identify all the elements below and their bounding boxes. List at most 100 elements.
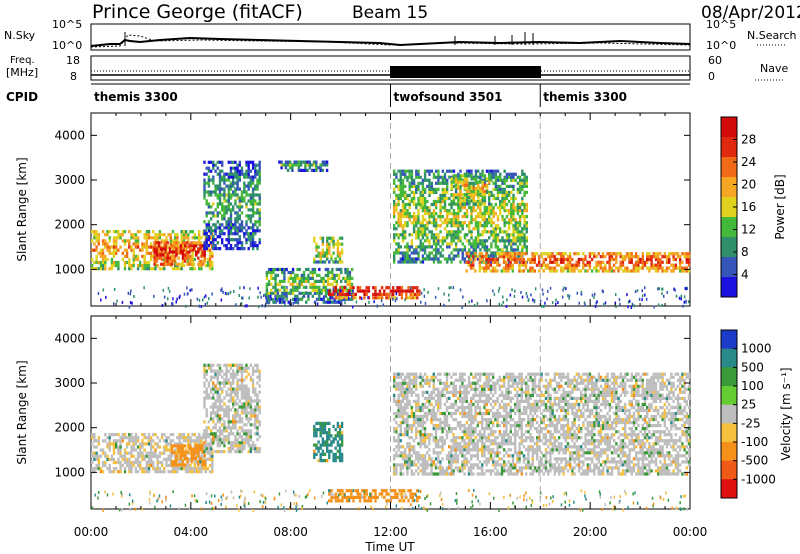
data-cell xyxy=(130,289,132,293)
data-cell xyxy=(410,172,414,176)
data-cell xyxy=(280,163,283,167)
data-cell xyxy=(247,163,250,167)
data-cell xyxy=(191,236,194,240)
data-cell xyxy=(577,269,581,273)
data-cell xyxy=(245,417,248,421)
data-cell xyxy=(315,428,318,432)
data-cell xyxy=(167,297,169,301)
data-cell xyxy=(272,285,275,289)
data-cell xyxy=(663,269,666,273)
data-cell xyxy=(412,193,416,197)
data-cell xyxy=(203,429,206,433)
data-cell xyxy=(145,239,148,243)
data-cell xyxy=(443,206,447,210)
data-cell xyxy=(441,190,444,194)
data-cell xyxy=(685,257,688,262)
data-cell xyxy=(218,387,222,391)
data-cell xyxy=(417,172,420,176)
data-cell xyxy=(412,184,416,188)
data-cell xyxy=(452,178,456,182)
data-cell xyxy=(326,446,329,450)
data-cell xyxy=(376,304,379,308)
data-cell xyxy=(227,441,230,445)
data-cell xyxy=(207,160,211,164)
data-cell xyxy=(181,460,185,464)
data-cell xyxy=(530,293,532,297)
data-cell xyxy=(479,189,482,193)
data-cell xyxy=(223,190,226,194)
data-cell xyxy=(143,454,146,458)
data-cell xyxy=(518,178,522,182)
data-cell xyxy=(171,230,175,234)
data-cell xyxy=(463,183,467,187)
data-cell xyxy=(468,227,471,231)
data-cell xyxy=(401,209,405,213)
data-cell xyxy=(209,178,213,182)
data-cell xyxy=(404,215,407,219)
data-cell xyxy=(311,267,314,272)
data-cell xyxy=(218,211,222,215)
data-cell xyxy=(448,257,451,261)
data-cell xyxy=(577,263,581,267)
data-cell xyxy=(468,202,471,206)
data-cell xyxy=(479,202,482,206)
data-cell xyxy=(156,442,159,446)
data-cell xyxy=(346,279,349,283)
data-cell xyxy=(243,387,246,391)
data-cell xyxy=(150,448,153,452)
data-cell xyxy=(523,190,526,194)
data-cell xyxy=(575,260,578,264)
data-cell xyxy=(256,417,259,421)
data-cell xyxy=(143,260,146,265)
data-cell xyxy=(393,430,396,434)
data-cell xyxy=(93,233,96,237)
data-cell xyxy=(176,436,179,440)
data-cell xyxy=(174,239,177,243)
data-cell xyxy=(344,276,347,280)
data-cell xyxy=(329,270,332,275)
data-cell xyxy=(328,492,331,496)
data-cell xyxy=(189,463,192,468)
data-cell xyxy=(404,209,407,213)
data-cell xyxy=(501,187,504,191)
data-cell xyxy=(485,183,489,187)
data-cell xyxy=(435,254,438,258)
data-cell xyxy=(459,177,462,181)
data-cell xyxy=(383,292,386,296)
data-cell xyxy=(238,378,241,382)
data-cell xyxy=(336,449,340,453)
data-cell xyxy=(236,381,239,385)
data-cell xyxy=(468,169,471,173)
data-cell xyxy=(505,248,509,252)
data-cell xyxy=(155,259,158,263)
data-cell xyxy=(320,291,323,295)
data-cell xyxy=(457,236,460,240)
data-cell xyxy=(130,445,133,449)
data-cell xyxy=(147,230,151,234)
data-cell xyxy=(404,206,407,210)
data-cell xyxy=(240,366,244,370)
data-cell xyxy=(265,273,269,277)
data-cell xyxy=(283,288,286,292)
data-cell xyxy=(430,212,433,216)
data-cell xyxy=(450,239,453,243)
data-cell xyxy=(406,248,409,252)
data-cell xyxy=(331,270,334,275)
data-cell xyxy=(143,433,146,437)
data-cell xyxy=(468,239,471,243)
data-cell xyxy=(395,172,398,176)
data-cell xyxy=(283,294,286,298)
data-cell xyxy=(340,300,343,304)
data-cell xyxy=(205,435,208,439)
data-cell xyxy=(474,202,478,206)
data-cell xyxy=(134,460,138,465)
data-cell xyxy=(223,187,226,191)
data-cell xyxy=(412,178,416,182)
data-cell xyxy=(313,279,317,283)
data-cell xyxy=(258,408,261,412)
data-cell xyxy=(360,297,363,300)
data-cell xyxy=(110,245,114,249)
data-cell xyxy=(125,436,129,440)
data-cell xyxy=(244,304,247,308)
data-cell xyxy=(496,260,499,264)
